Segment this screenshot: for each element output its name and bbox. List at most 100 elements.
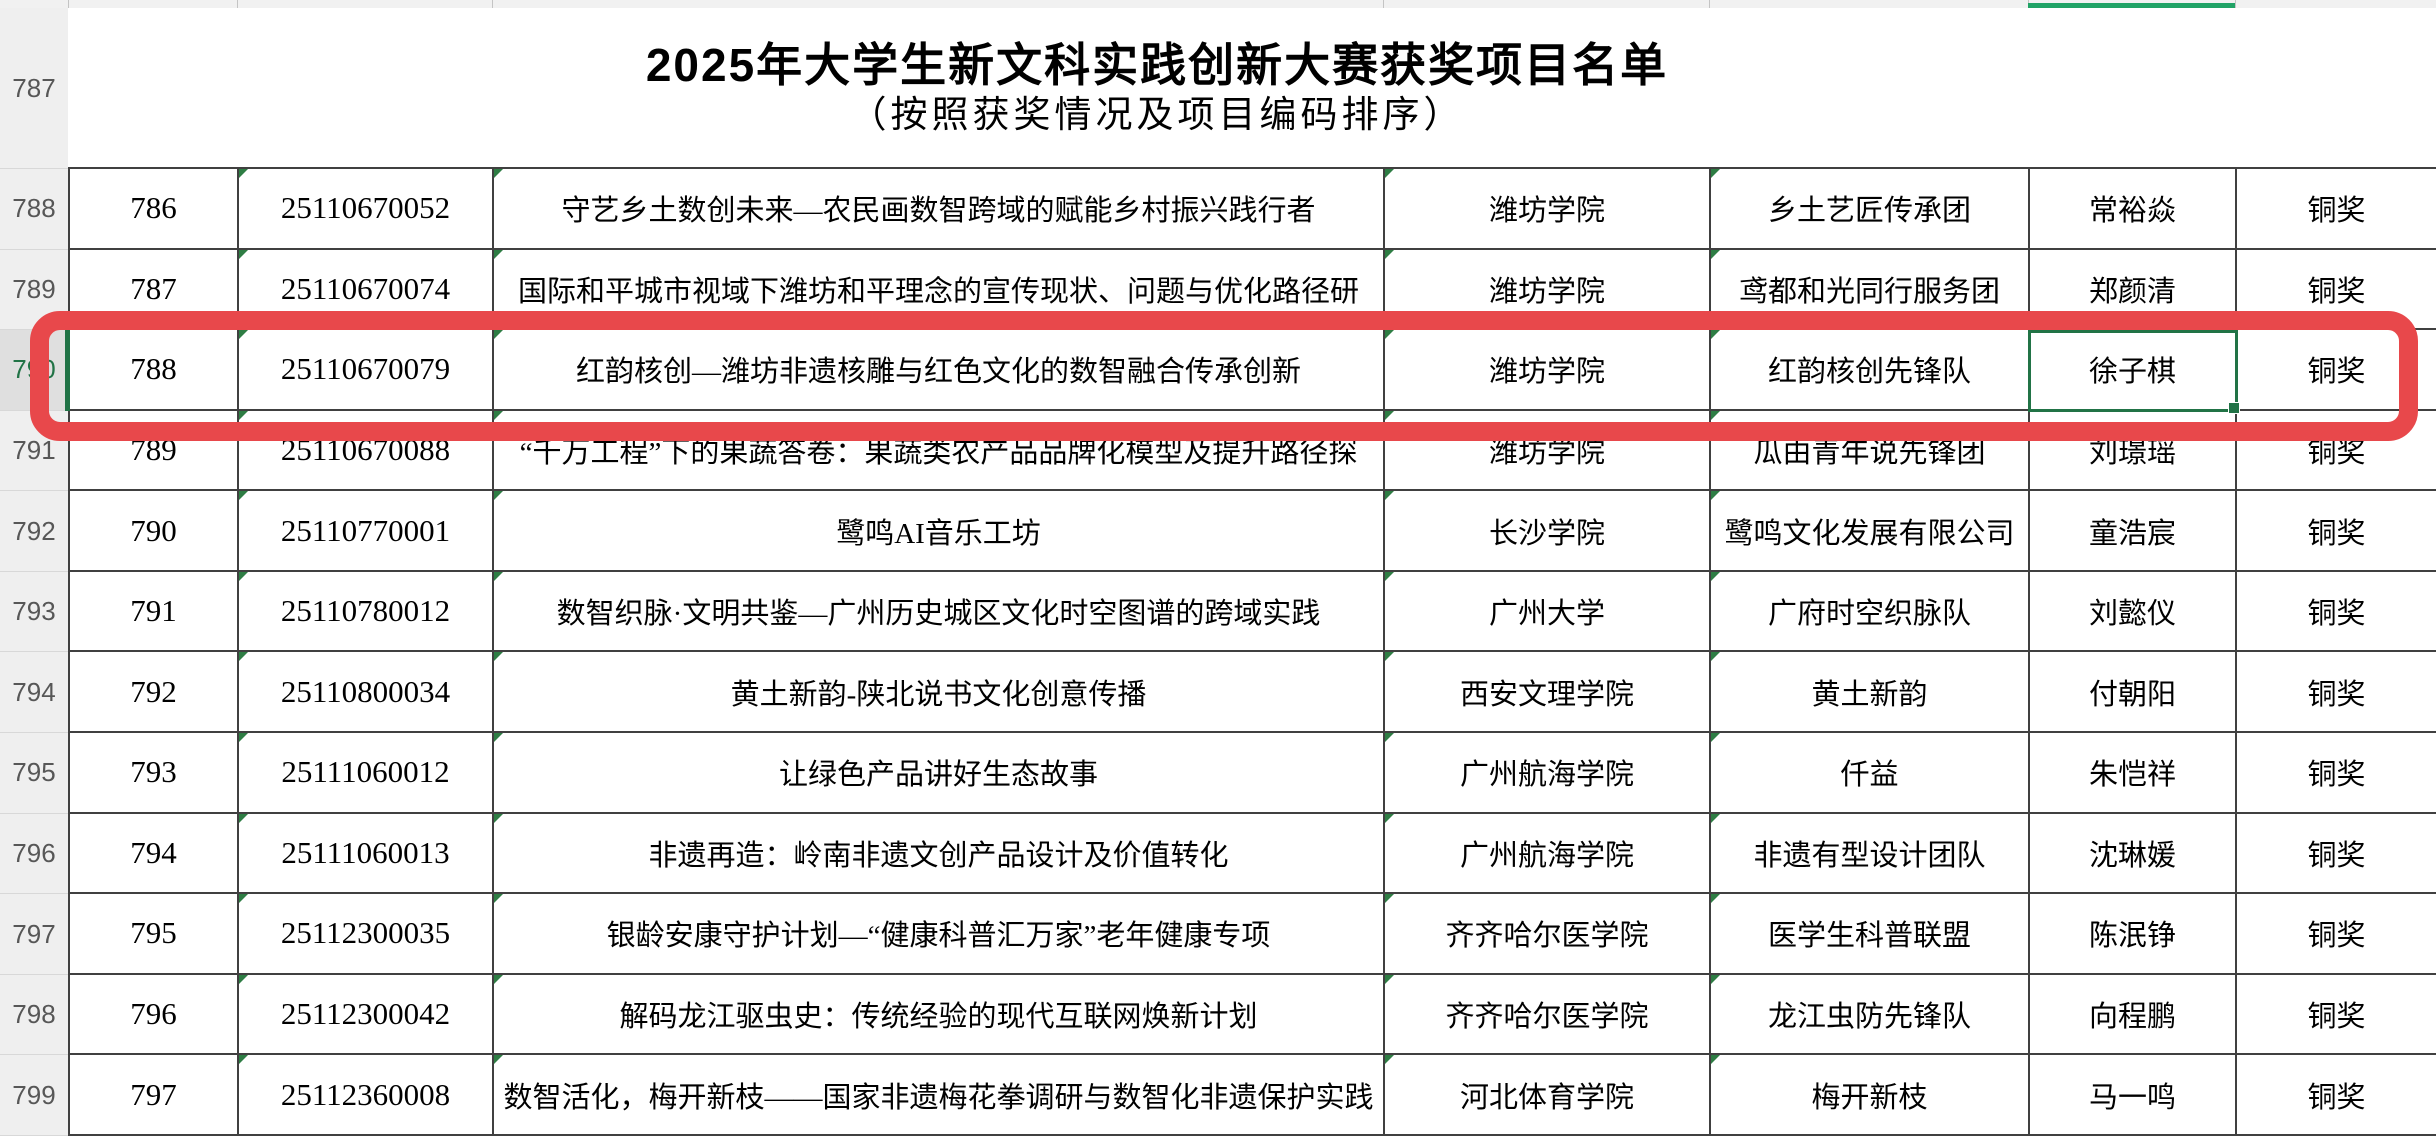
cell-leader[interactable]: 朱恺祥 <box>2030 733 2237 812</box>
row-header-796[interactable]: 796 <box>0 814 68 895</box>
row-header-788[interactable]: 788 <box>0 169 68 250</box>
cell-leader[interactable]: 马一鸣 <box>2030 1055 2237 1134</box>
cell-school[interactable]: 广州航海学院 <box>1385 733 1711 812</box>
cell-team[interactable]: 鸢都和光同行服务团 <box>1711 249 2030 329</box>
error-indicator-triangle <box>1711 571 1720 581</box>
cell-project-name[interactable]: 数智活化，梅开新枝——国家非遗梅花拳调研与数智化非遗保护实践 <box>494 1055 1385 1134</box>
cell-leader[interactable]: 陈泯铮 <box>2030 894 2237 973</box>
cell-school[interactable]: 长沙学院 <box>1385 491 1711 570</box>
cell-serial-number[interactable]: 796 <box>70 974 239 1054</box>
cell-project-code[interactable]: 25111060012 <box>239 733 494 812</box>
cell-team[interactable]: 仟益 <box>1711 733 2030 812</box>
cell-leader[interactable]: 沈琳媛 <box>2030 813 2237 893</box>
cell-team[interactable]: 乡土艺匠传承团 <box>1711 169 2030 248</box>
error-indicator-triangle <box>1711 733 1720 743</box>
cell-project-code[interactable]: 25112360008 <box>239 1055 494 1134</box>
cell-serial-number[interactable]: 789 <box>70 410 239 490</box>
cell-school[interactable]: 西安文理学院 <box>1385 652 1711 732</box>
cell-team[interactable]: 广府时空织脉队 <box>1711 571 2030 651</box>
cell-leader[interactable]: 徐子棋 <box>2030 330 2237 409</box>
row-header-791[interactable]: 791 <box>0 411 68 492</box>
cell-award[interactable]: 铜奖 <box>2237 249 2436 329</box>
row-header-793[interactable]: 793 <box>0 572 68 653</box>
cell-project-name[interactable]: 鹭鸣AI音乐工坊 <box>494 491 1385 570</box>
cell-team[interactable]: 龙江虫防先锋队 <box>1711 974 2030 1054</box>
cell-award[interactable]: 铜奖 <box>2237 410 2436 490</box>
cell-project-name[interactable]: 让绿色产品讲好生态故事 <box>494 733 1385 812</box>
cell-leader[interactable]: 向程鹏 <box>2030 974 2237 1054</box>
row-header-787[interactable]: 787 <box>0 8 68 169</box>
cell-serial-number[interactable]: 791 <box>70 571 239 651</box>
cell-leader[interactable]: 刘璟瑶 <box>2030 410 2237 490</box>
cell-serial-number[interactable]: 786 <box>70 169 239 248</box>
cell-school[interactable]: 齐齐哈尔医学院 <box>1385 974 1711 1054</box>
cell-award[interactable]: 铜奖 <box>2237 652 2436 732</box>
cell-serial-number[interactable]: 793 <box>70 733 239 812</box>
cell-project-name[interactable]: “千万工程”下的果蔬答卷：果蔬类农产品品牌化模型及提升路径探 <box>494 410 1385 490</box>
cell-project-name[interactable]: 银龄安康守护计划—“健康科普汇万家”老年健康专项 <box>494 894 1385 973</box>
row-header-797[interactable]: 797 <box>0 894 68 975</box>
cell-project-code[interactable]: 25112300035 <box>239 894 494 973</box>
cell-project-code[interactable]: 25111060013 <box>239 813 494 893</box>
cell-serial-number[interactable]: 790 <box>70 491 239 570</box>
cell-award[interactable]: 铜奖 <box>2237 1055 2436 1134</box>
cell-school[interactable]: 潍坊学院 <box>1385 410 1711 490</box>
cell-project-name[interactable]: 红韵核创—潍坊非遗核雕与红色文化的数智融合传承创新 <box>494 330 1385 409</box>
cell-serial-number[interactable]: 794 <box>70 813 239 893</box>
cell-project-code[interactable]: 25110770001 <box>239 491 494 570</box>
cell-team[interactable]: 红韵核创先锋队 <box>1711 330 2030 409</box>
cell-award[interactable]: 铜奖 <box>2237 169 2436 248</box>
cell-project-code[interactable]: 25110780012 <box>239 571 494 651</box>
cell-project-name[interactable]: 数智织脉·文明共鉴—广州历史城区文化时空图谱的跨域实践 <box>494 571 1385 651</box>
cell-award[interactable]: 铜奖 <box>2237 894 2436 973</box>
cell-leader[interactable]: 童浩宸 <box>2030 491 2237 570</box>
cell-leader[interactable]: 刘懿仪 <box>2030 571 2237 651</box>
cell-serial-number[interactable]: 787 <box>70 249 239 329</box>
cell-serial-number[interactable]: 797 <box>70 1055 239 1134</box>
cell-serial-number[interactable]: 788 <box>70 330 239 409</box>
cell-award[interactable]: 铜奖 <box>2237 330 2436 409</box>
cell-school[interactable]: 齐齐哈尔医学院 <box>1385 894 1711 973</box>
cell-project-name[interactable]: 守艺乡土数创未来—农民画数智跨域的赋能乡村振兴践行者 <box>494 169 1385 248</box>
cell-award[interactable]: 铜奖 <box>2237 974 2436 1054</box>
cell-team[interactable]: 医学生科普联盟 <box>1711 894 2030 973</box>
cell-school[interactable]: 广州航海学院 <box>1385 813 1711 893</box>
cell-team[interactable]: 黄土新韵 <box>1711 652 2030 732</box>
row-header-789[interactable]: 789 <box>0 250 68 331</box>
cell-project-code[interactable]: 25110800034 <box>239 652 494 732</box>
cell-award[interactable]: 铜奖 <box>2237 813 2436 893</box>
cell-school[interactable]: 潍坊学院 <box>1385 249 1711 329</box>
cell-serial-number[interactable]: 795 <box>70 894 239 973</box>
cell-team[interactable]: 瓜由青年说先锋团 <box>1711 410 2030 490</box>
cell-project-name[interactable]: 国际和平城市视域下潍坊和平理念的宣传现状、问题与优化路径研 <box>494 249 1385 329</box>
cell-team[interactable]: 鹭鸣文化发展有限公司 <box>1711 491 2030 570</box>
cell-school[interactable]: 潍坊学院 <box>1385 169 1711 248</box>
cell-school[interactable]: 广州大学 <box>1385 571 1711 651</box>
row-header-799[interactable]: 799 <box>0 1055 68 1136</box>
cell-project-code[interactable]: 25112300042 <box>239 974 494 1054</box>
row-header-794[interactable]: 794 <box>0 652 68 734</box>
title-cell[interactable]: 2025年大学生新文科实践创新大赛获奖项目名单 （按照获奖情况及项目编码排序） <box>68 8 2436 169</box>
cell-project-name[interactable]: 解码龙江驱虫史：传统经验的现代互联网焕新计划 <box>494 974 1385 1054</box>
cell-project-code[interactable]: 25110670079 <box>239 330 494 409</box>
row-header-790[interactable]: 790 <box>0 330 68 411</box>
cell-award[interactable]: 铜奖 <box>2237 733 2436 812</box>
cell-leader[interactable]: 郑颜清 <box>2030 249 2237 329</box>
cell-project-code[interactable]: 25110670052 <box>239 169 494 248</box>
cell-school[interactable]: 潍坊学院 <box>1385 330 1711 409</box>
row-header-792[interactable]: 792 <box>0 491 68 572</box>
cell-project-code[interactable]: 25110670074 <box>239 249 494 329</box>
cell-team[interactable]: 非遗有型设计团队 <box>1711 813 2030 893</box>
cell-project-name[interactable]: 黄土新韵-陕北说书文化创意传播 <box>494 652 1385 732</box>
cell-award[interactable]: 铜奖 <box>2237 571 2436 651</box>
cell-award[interactable]: 铜奖 <box>2237 491 2436 570</box>
row-header-795[interactable]: 795 <box>0 733 68 814</box>
row-header-798[interactable]: 798 <box>0 975 68 1056</box>
cell-leader[interactable]: 常裕焱 <box>2030 169 2237 248</box>
cell-serial-number[interactable]: 792 <box>70 652 239 732</box>
cell-team[interactable]: 梅开新枝 <box>1711 1055 2030 1134</box>
cell-project-name[interactable]: 非遗再造：岭南非遗文创产品设计及价值转化 <box>494 813 1385 893</box>
cell-project-code[interactable]: 25110670088 <box>239 410 494 490</box>
cell-school[interactable]: 河北体育学院 <box>1385 1055 1711 1134</box>
cell-leader[interactable]: 付朝阳 <box>2030 652 2237 732</box>
